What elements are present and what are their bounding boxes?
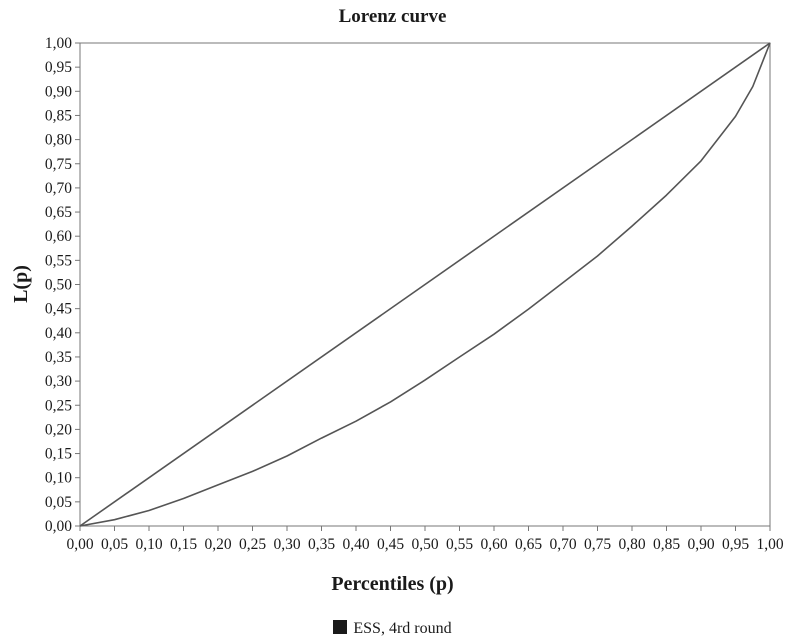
y-tick-label: 1,00 [45, 35, 72, 52]
y-tick-label: 0,15 [45, 446, 72, 463]
x-tick-label: 0,60 [480, 536, 507, 553]
x-tick-label: 0,00 [66, 536, 93, 553]
x-tick-label: 0,85 [653, 536, 680, 553]
lorenz-curve-line [79, 42, 771, 527]
y-tick-label: 0,85 [45, 107, 72, 124]
y-tick-label: 0,00 [45, 518, 72, 535]
x-tick-label: 0,10 [135, 536, 162, 553]
x-tick-label: 0,75 [584, 536, 611, 553]
x-axis-label: Percentiles (p) [331, 573, 454, 595]
x-tick-label: 1,00 [756, 536, 783, 553]
x-tick-label: 0,50 [411, 536, 438, 553]
y-tick-label: 0,60 [45, 228, 72, 245]
x-tick-label: 0,95 [722, 536, 749, 553]
y-tick-label: 0,65 [45, 204, 72, 221]
y-tick-label: 0,45 [45, 301, 72, 318]
equality-line [79, 42, 771, 527]
y-tick-label: 0,25 [45, 397, 72, 414]
y-tick-label: 0,95 [45, 59, 72, 76]
legend-label: ESS, 4rd round [353, 620, 452, 637]
legend: ESS, 4rd round [0, 620, 785, 638]
x-tick-label: 0,15 [170, 536, 197, 553]
y-tick-label: 0,50 [45, 277, 72, 294]
y-tick-label: 0,75 [45, 156, 72, 173]
x-tick-label: 0,80 [618, 536, 645, 553]
y-tick-label: 0,35 [45, 349, 72, 366]
x-tick-label: 0,35 [308, 536, 335, 553]
y-tick-label: 0,80 [45, 132, 72, 149]
y-tick-label: 0,40 [45, 325, 72, 342]
x-tick-label: 0,45 [377, 536, 404, 553]
y-tick-label: 0,90 [45, 83, 72, 100]
x-tick-label: 0,25 [239, 536, 266, 553]
legend-swatch [333, 620, 348, 634]
y-tick-label: 0,20 [45, 421, 72, 438]
x-tick-label: 0,65 [515, 536, 542, 553]
y-tick-label: 0,05 [45, 494, 72, 511]
x-tick-label: 0,55 [446, 536, 473, 553]
x-tick-label: 0,20 [204, 536, 231, 553]
y-tick-label: 0,55 [45, 252, 72, 269]
x-tick-label: 0,40 [342, 536, 369, 553]
y-tick-label: 0,10 [45, 470, 72, 487]
y-tick-label: 0,30 [45, 373, 72, 390]
x-tick-label: 0,05 [101, 536, 128, 553]
x-tick-label: 0,30 [273, 536, 300, 553]
y-tick-label: 0,70 [45, 180, 72, 197]
x-tick-label: 0,70 [549, 536, 576, 553]
x-tick-label: 0,90 [687, 536, 714, 553]
chart-title: Lorenz curve [338, 6, 447, 27]
